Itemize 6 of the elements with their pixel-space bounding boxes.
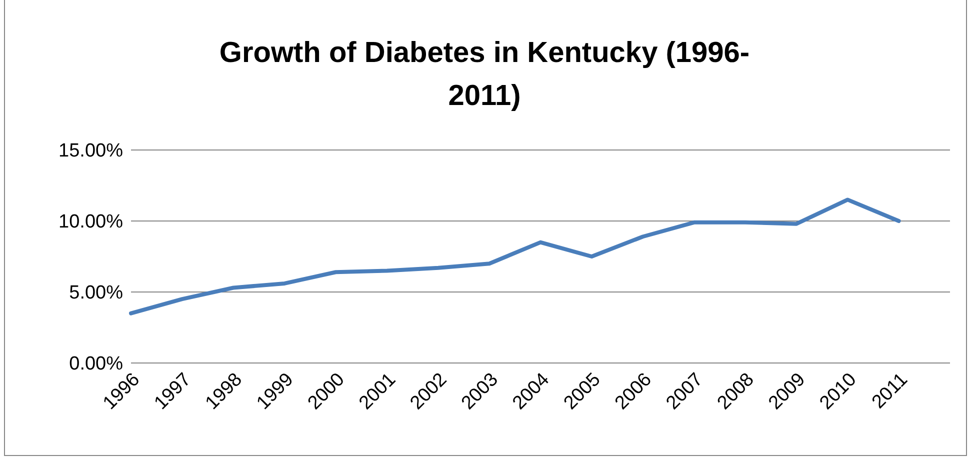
line-series: [129, 198, 901, 316]
y-tick-label: 15.00%: [58, 140, 124, 162]
y-tick-label: 10.00%: [58, 212, 124, 233]
y-tick-label: 5.00%: [69, 282, 124, 304]
y-tick-label: 0.00%: [69, 354, 124, 375]
chart-title: Growth of Diabetes in Kentucky (1996-2011): [218, 36, 751, 114]
